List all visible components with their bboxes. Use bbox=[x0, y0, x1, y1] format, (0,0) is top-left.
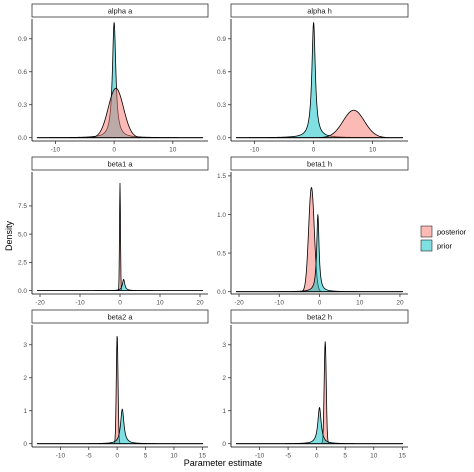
facet-strip bbox=[230, 309, 409, 324]
y-tick-label: 0.0 bbox=[217, 289, 226, 296]
x-tick-label: 10 bbox=[169, 147, 177, 154]
y-tick-label: 0.9 bbox=[217, 36, 226, 43]
facet-strip bbox=[230, 156, 409, 171]
plot-area bbox=[235, 22, 404, 139]
density-prior bbox=[235, 214, 404, 293]
y-tick-label: 7.5 bbox=[18, 203, 27, 210]
legend-label-posterior: posterior bbox=[437, 228, 467, 237]
facet-strip bbox=[31, 156, 209, 171]
x-tick-label: -5 bbox=[285, 453, 291, 460]
legend-key-prior bbox=[420, 239, 433, 252]
x-tick-label: -10 bbox=[51, 147, 61, 154]
x-tick-label: 0 bbox=[312, 147, 316, 154]
y-tick-label: 2 bbox=[222, 375, 226, 382]
density-posterior bbox=[36, 182, 204, 292]
x-tick-label: -10 bbox=[250, 147, 260, 154]
facet-strip-label: alpha a bbox=[108, 7, 133, 16]
density-posterior bbox=[36, 87, 204, 139]
facet-strip bbox=[31, 309, 209, 324]
x-tick-label: 15 bbox=[199, 453, 207, 460]
panel-alpha-a: alpha a -10 0 10 0.0 0.3 0.6 0.9 bbox=[18, 3, 209, 154]
legend: posterior prior bbox=[420, 225, 467, 252]
x-tick-label: -10 bbox=[56, 453, 66, 460]
y-tick-label: 3 bbox=[222, 342, 226, 349]
plot-area bbox=[36, 335, 204, 445]
x-tick-label: -20 bbox=[35, 300, 45, 307]
panel-alpha-h: alpha h -10 0 10 0.0 0.3 0.6 0.9 bbox=[217, 3, 409, 154]
x-tick-label: 20 bbox=[196, 300, 204, 307]
x-tick-label: -10 bbox=[275, 300, 285, 307]
facet-strip-label: beta2 a bbox=[107, 313, 133, 322]
x-tick-label: 10 bbox=[156, 300, 164, 307]
y-tick-label: 0.0 bbox=[18, 288, 27, 295]
y-tick-label: 0.0 bbox=[18, 135, 27, 142]
density-prior bbox=[36, 408, 204, 445]
y-tick-label: 1 bbox=[222, 408, 226, 415]
x-tick-label: 0 bbox=[318, 300, 322, 307]
plot-area bbox=[235, 341, 404, 445]
y-tick-label: 3 bbox=[23, 342, 27, 349]
plot-area bbox=[235, 187, 404, 293]
y-tick-label: 0.6 bbox=[217, 69, 226, 76]
facet-strip bbox=[230, 3, 409, 18]
x-tick-label: -5 bbox=[86, 453, 92, 460]
y-tick-label: 2 bbox=[23, 375, 27, 382]
y-axis-title: Density bbox=[4, 220, 14, 251]
facet-strip-label: beta1 h bbox=[307, 160, 332, 169]
x-tick-label: -10 bbox=[255, 453, 265, 460]
x-tick-label: -10 bbox=[75, 300, 85, 307]
panel-beta1-h: beta1 h -20 -10 0 10 20 0.0 0.5 1.0 1.5 bbox=[217, 156, 409, 307]
x-axis-title: Parameter estimate bbox=[184, 458, 263, 468]
y-tick-label: 0.3 bbox=[217, 102, 226, 109]
y-tick-label: 2.5 bbox=[18, 260, 27, 267]
x-tick-label: 15 bbox=[399, 453, 407, 460]
y-tick-label: 0.9 bbox=[18, 36, 27, 43]
y-tick-label: 1.0 bbox=[217, 212, 226, 219]
y-tick-label: 0.3 bbox=[18, 102, 27, 109]
y-tick-label: 0.0 bbox=[217, 135, 226, 142]
plot-area bbox=[36, 182, 204, 292]
x-tick-label: 10 bbox=[370, 453, 378, 460]
facet-strip-label: beta1 a bbox=[107, 160, 133, 169]
x-tick-label: 5 bbox=[343, 453, 347, 460]
density-prior bbox=[36, 278, 204, 292]
y-tick-label: 1 bbox=[23, 408, 27, 415]
y-tick-label: 0 bbox=[222, 441, 226, 448]
legend-label-prior: prior bbox=[437, 242, 453, 251]
y-tick-label: 1.5 bbox=[217, 173, 226, 180]
panel-beta2-h: beta2 h -10 -5 0 5 10 15 0 1 2 3 bbox=[222, 309, 409, 460]
facet-strip bbox=[31, 3, 209, 18]
panel-beta2-a: beta2 a -10 -5 0 5 10 15 0 1 2 3 bbox=[23, 309, 209, 460]
x-tick-label: 10 bbox=[356, 300, 364, 307]
x-tick-label: 5 bbox=[144, 453, 148, 460]
density-prior bbox=[235, 407, 404, 445]
x-tick-label: 0 bbox=[112, 147, 116, 154]
legend-key-posterior bbox=[420, 225, 433, 238]
y-tick-label: 0.6 bbox=[18, 69, 27, 76]
y-tick-label: 0.5 bbox=[217, 250, 226, 257]
x-tick-label: 0 bbox=[315, 453, 319, 460]
x-tick-label: -20 bbox=[234, 300, 244, 307]
plot-area bbox=[36, 22, 204, 139]
y-tick-label: 5.0 bbox=[18, 231, 27, 238]
x-tick-label: 0 bbox=[118, 300, 122, 307]
facet-strip-label: alpha h bbox=[307, 7, 332, 16]
x-tick-label: 20 bbox=[396, 300, 404, 307]
facet-strip-label: beta2 h bbox=[307, 313, 332, 322]
x-tick-label: 10 bbox=[369, 147, 377, 154]
y-tick-label: 0 bbox=[23, 441, 27, 448]
x-tick-label: 10 bbox=[170, 453, 178, 460]
panel-beta1-a: beta1 a -20 -10 0 10 20 0.0 2.5 5.0 7.5 bbox=[18, 156, 209, 307]
density-prior bbox=[235, 22, 404, 139]
density-posterior bbox=[235, 109, 404, 139]
x-tick-label: 0 bbox=[115, 453, 119, 460]
